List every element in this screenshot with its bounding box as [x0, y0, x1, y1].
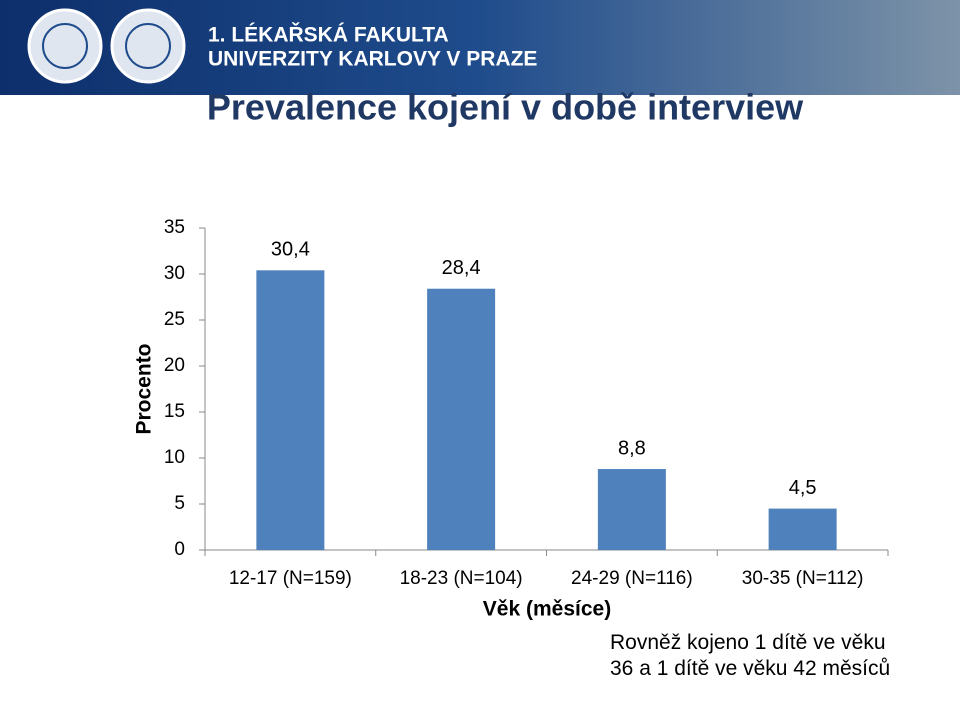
bar [597, 469, 666, 550]
x-axis-label: Věk (měsíce) [483, 598, 611, 621]
header-text: 1. LÉKAŘSKÁ FAKULTA [208, 23, 449, 47]
y-tick-label: 10 [164, 447, 185, 468]
value-label: 4,5 [789, 477, 817, 499]
y-tick-label: 35 [164, 217, 185, 238]
y-tick-label: 5 [174, 493, 185, 514]
value-label: 30,4 [271, 239, 310, 261]
y-tick-label: 20 [164, 355, 185, 376]
logo [110, 8, 186, 84]
y-tick-label: 30 [164, 263, 185, 284]
bar [256, 270, 325, 550]
x-tick-label: 30-35 (N=112) [742, 568, 864, 589]
annotation: Rovněž kojeno 1 dítě ve věku 36 a 1 dítě… [610, 631, 891, 680]
chart-title: Prevalence kojení v době interview [207, 87, 804, 128]
value-label: 8,8 [618, 437, 646, 459]
bar [427, 288, 496, 550]
y-axis-label: Procento [133, 343, 156, 434]
x-tick-label: 12-17 (N=159) [229, 568, 352, 589]
logo [125, 23, 171, 69]
header-text: UNIVERZITY KARLOVY V PRAZE [208, 48, 537, 71]
value-label: 28,4 [442, 257, 481, 279]
y-tick-label: 0 [174, 539, 185, 560]
y-tick-label: 25 [164, 309, 185, 330]
x-tick-label: 18-23 (N=104) [400, 568, 523, 589]
logo [27, 8, 103, 84]
bar [768, 508, 837, 550]
logo [42, 23, 88, 69]
y-tick-label: 15 [164, 401, 185, 422]
x-tick-label: 24-29 (N=116) [571, 568, 693, 589]
